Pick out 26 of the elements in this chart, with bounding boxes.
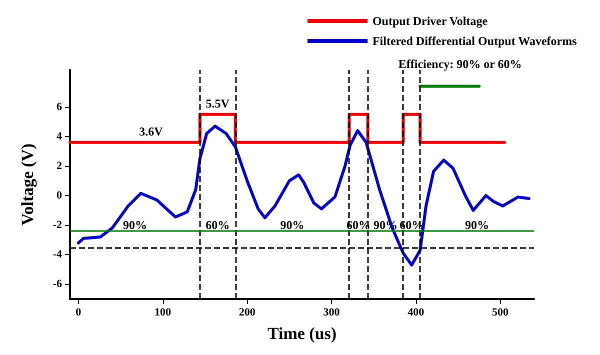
data-label: 3.6V [139, 124, 164, 138]
x-tick-label: 300 [323, 306, 340, 318]
annotation: 90% [465, 218, 490, 232]
annotation: 60% [206, 218, 230, 232]
x-tick-label: 100 [154, 306, 172, 318]
y-tick-label: 6 [56, 100, 62, 113]
y-tick-label: 0 [56, 190, 62, 202]
y-tick-label: -6 [52, 278, 62, 290]
x-axis-title: Time (us) [267, 324, 337, 343]
annotation: Efficiency: 90% or 60% [398, 57, 522, 71]
y-tick-label: -4 [52, 248, 62, 261]
y-tick-label: 2 [56, 160, 62, 172]
data-label: 5.5V [206, 96, 230, 110]
y-tick-label: -2 [52, 219, 62, 232]
y-axis-title: Voltage (V) [18, 144, 37, 226]
legend-label: Filtered Differential Output Waveforms [372, 34, 578, 48]
x-tick-label: 500 [492, 306, 510, 318]
annotation: 60% [346, 218, 371, 232]
annotation: 90% [122, 218, 147, 232]
x-tick-label: 200 [238, 306, 256, 318]
x-tick-label: 0 [76, 306, 82, 318]
legend-label: Output Driver Voltage [372, 14, 488, 28]
line-series [76, 124, 530, 267]
annotation: 90% [280, 218, 304, 232]
y-tick-label: 4 [56, 130, 62, 142]
x-tick-label: 400 [408, 306, 425, 318]
